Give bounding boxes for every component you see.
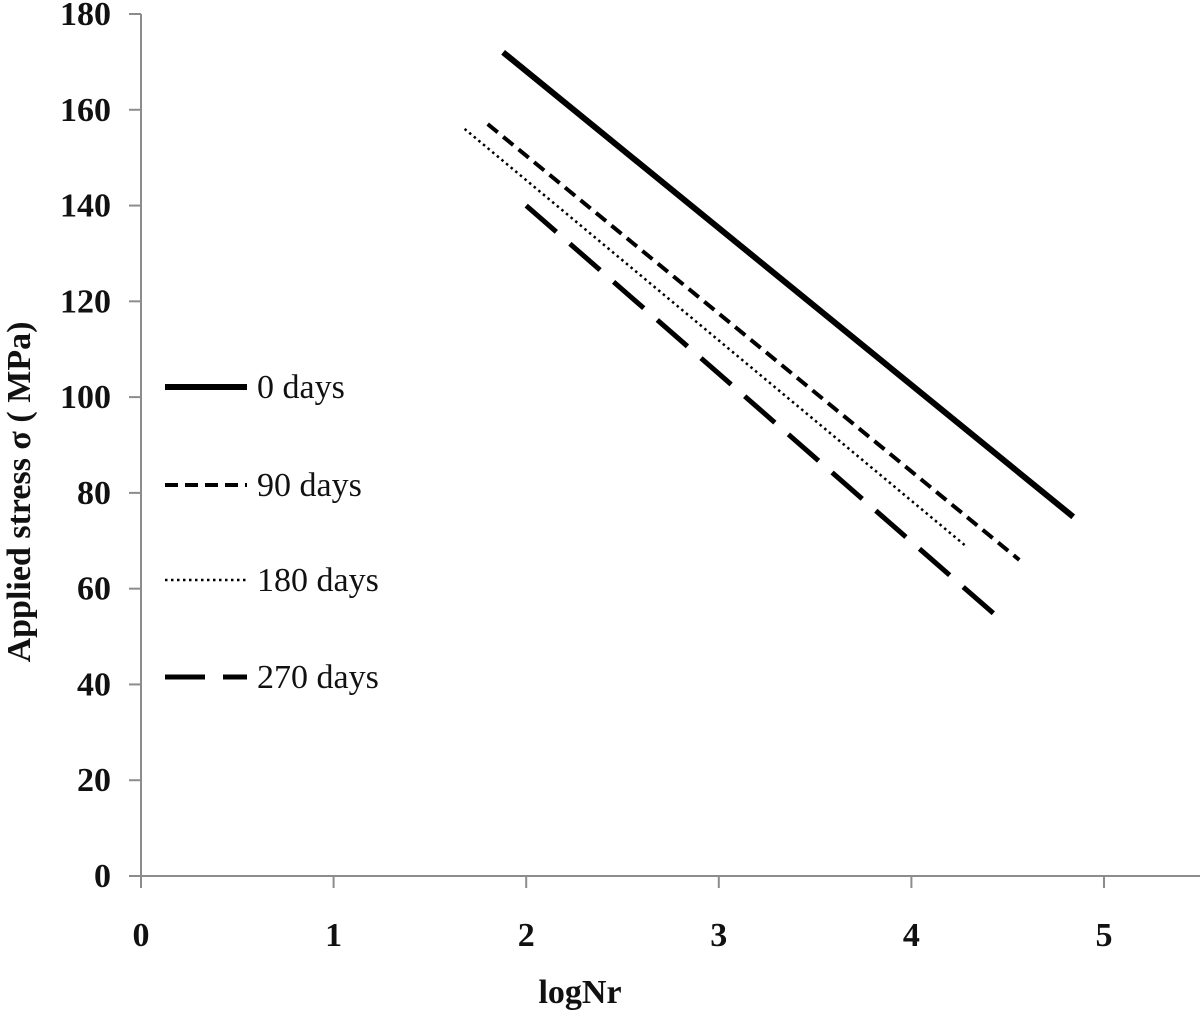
legend-label-90-days: 90 days bbox=[257, 467, 362, 504]
axes: 0 20 40 60 80 100 120 140 160 180 0 1 2 3 4 5 bbox=[60, 0, 1200, 954]
series-line-270-days bbox=[524, 203, 1000, 620]
legend-label-0-days: 0 days bbox=[257, 369, 345, 406]
y-tick-label: 0 bbox=[94, 858, 111, 895]
series-line-180-days bbox=[463, 127, 967, 547]
y-tick-label: 140 bbox=[60, 188, 111, 225]
y-tick-label: 40 bbox=[77, 666, 111, 703]
y-tick-label: 100 bbox=[60, 379, 111, 416]
y-tick-label: 120 bbox=[60, 283, 111, 320]
series-line-0-days bbox=[501, 49, 1076, 520]
y-axis-title: Applied stress σ ( MPa) bbox=[1, 322, 38, 663]
x-axis-title: logNr bbox=[538, 974, 621, 1011]
y-tick-label: 20 bbox=[77, 762, 111, 799]
legend-label-270-days: 270 days bbox=[257, 659, 379, 696]
legend-label-180-days: 180 days bbox=[257, 562, 379, 599]
x-tick-label: 0 bbox=[133, 917, 150, 954]
series-layer bbox=[463, 49, 1076, 620]
x-tick-label: 2 bbox=[518, 917, 535, 954]
y-tick-label: 60 bbox=[77, 571, 111, 608]
legend: 0 days 90 days 180 days 270 days bbox=[165, 369, 379, 696]
y-tick-label: 180 bbox=[60, 0, 111, 33]
y-tick-label: 80 bbox=[77, 475, 111, 512]
x-tick-label: 4 bbox=[903, 917, 920, 954]
x-tick-label: 3 bbox=[710, 917, 727, 954]
x-tick-label: 5 bbox=[1096, 917, 1113, 954]
y-tick-label: 160 bbox=[60, 92, 111, 129]
x-tick-label: 1 bbox=[325, 917, 342, 954]
series-line-90-days bbox=[486, 122, 1021, 562]
